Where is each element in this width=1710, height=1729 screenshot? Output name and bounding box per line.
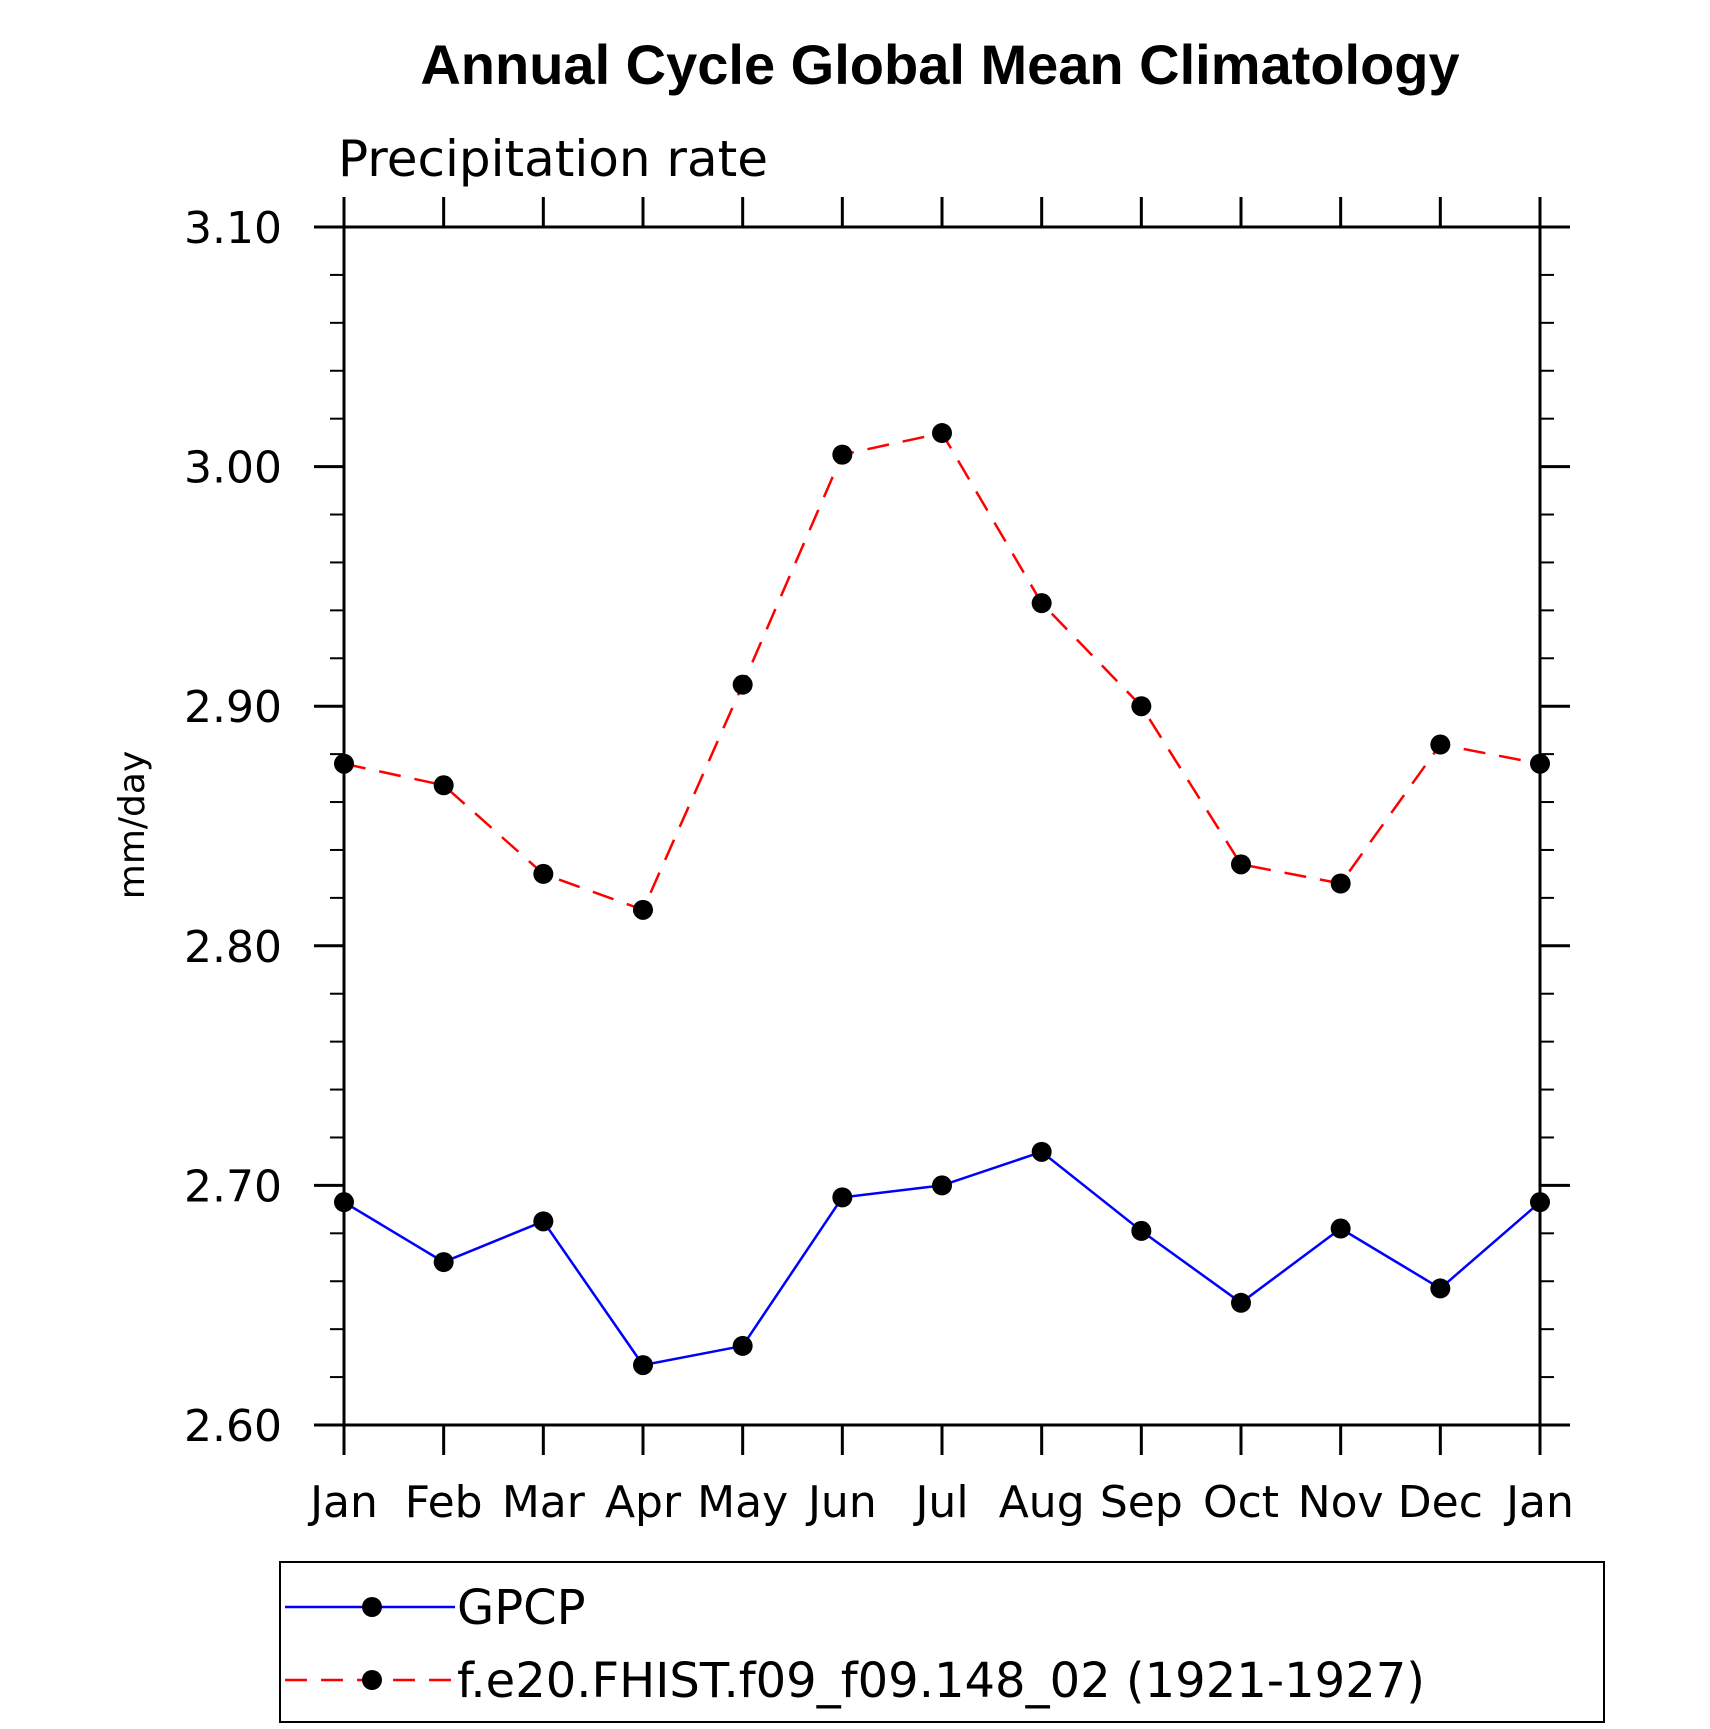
x-tick-label: Apr	[605, 1477, 682, 1528]
axis-ticks	[314, 197, 1570, 1455]
series-0-point	[1330, 1218, 1351, 1239]
y-axis-label: mm/day	[112, 751, 153, 899]
series-1-point	[732, 674, 753, 695]
plot-frame	[342, 225, 1542, 1427]
x-tick-label: May	[697, 1477, 788, 1528]
y-tick-label: 3.10	[184, 203, 282, 254]
series-1-point	[1031, 593, 1052, 614]
x-tick-label: Jun	[805, 1477, 877, 1528]
series-line-1	[343, 431, 1541, 912]
legend: GPCP f.e20.FHIST.f09_f09.148_02 (1921-19…	[279, 1561, 1605, 1723]
series-1-point	[1430, 734, 1451, 755]
legend-label-model: f.e20.FHIST.f09_f09.148_02 (1921-1927)	[457, 1653, 1425, 1709]
series-1-point	[633, 899, 653, 920]
legend-marker-model	[362, 1670, 382, 1690]
legend-marker-gpcp	[362, 1597, 382, 1617]
y-tick-labels: 2.60 2.70 2.80 2.90 3.00 3.10	[184, 203, 282, 1452]
x-tick-label: Oct	[1203, 1477, 1279, 1528]
x-tick-label: Dec	[1398, 1477, 1483, 1528]
series-0-point	[533, 1211, 554, 1232]
series-1-point	[334, 753, 354, 774]
series-0-point	[1131, 1220, 1152, 1241]
series-0-point	[732, 1335, 753, 1356]
x-tick-label: Sep	[1100, 1477, 1183, 1528]
series-0-point	[832, 1187, 853, 1208]
series-0-point	[433, 1252, 454, 1273]
series-1-point	[1530, 753, 1550, 774]
x-tick-label: Jul	[912, 1477, 968, 1528]
series-1-point	[832, 444, 853, 465]
series-1-point	[533, 863, 554, 884]
series-1-point	[1231, 854, 1251, 875]
x-tick-label: Aug	[999, 1477, 1085, 1528]
series-0-point	[334, 1192, 354, 1213]
y-tick-label: 2.90	[184, 682, 282, 733]
x-tick-label: Jan	[1503, 1477, 1574, 1528]
series-0-point	[633, 1355, 653, 1376]
series-1-point	[1131, 696, 1152, 717]
y-tick-label: 2.70	[184, 1161, 282, 1212]
series-0-point	[1530, 1192, 1550, 1213]
series-1-point	[932, 423, 952, 444]
x-tick-label: Feb	[405, 1477, 483, 1528]
legend-label-gpcp: GPCP	[457, 1580, 586, 1636]
series-layer	[334, 423, 1550, 1376]
y-tick-label: 2.60	[184, 1401, 282, 1452]
series-1-point	[1330, 873, 1351, 894]
series-1-point	[433, 775, 454, 796]
y-tick-label: 2.80	[184, 922, 282, 973]
series-0-point	[1031, 1141, 1052, 1162]
legend-box	[279, 1561, 1605, 1723]
x-tick-label: Nov	[1298, 1477, 1384, 1528]
chart-title: Annual Cycle Global Mean Climatology	[420, 33, 1459, 96]
y-tick-label: 3.00	[184, 443, 282, 494]
x-tick-label: Jan	[307, 1477, 378, 1528]
chart-subtitle: Precipitation rate	[338, 130, 768, 188]
series-0-point	[1430, 1278, 1451, 1299]
x-tick-labels: Jan Feb Mar Apr May Jun Jul Aug Sep Oct Nov Dec Jan	[307, 1477, 1574, 1528]
series-0-point	[932, 1175, 952, 1196]
x-tick-label: Mar	[502, 1477, 586, 1528]
series-0-point	[1231, 1292, 1251, 1313]
